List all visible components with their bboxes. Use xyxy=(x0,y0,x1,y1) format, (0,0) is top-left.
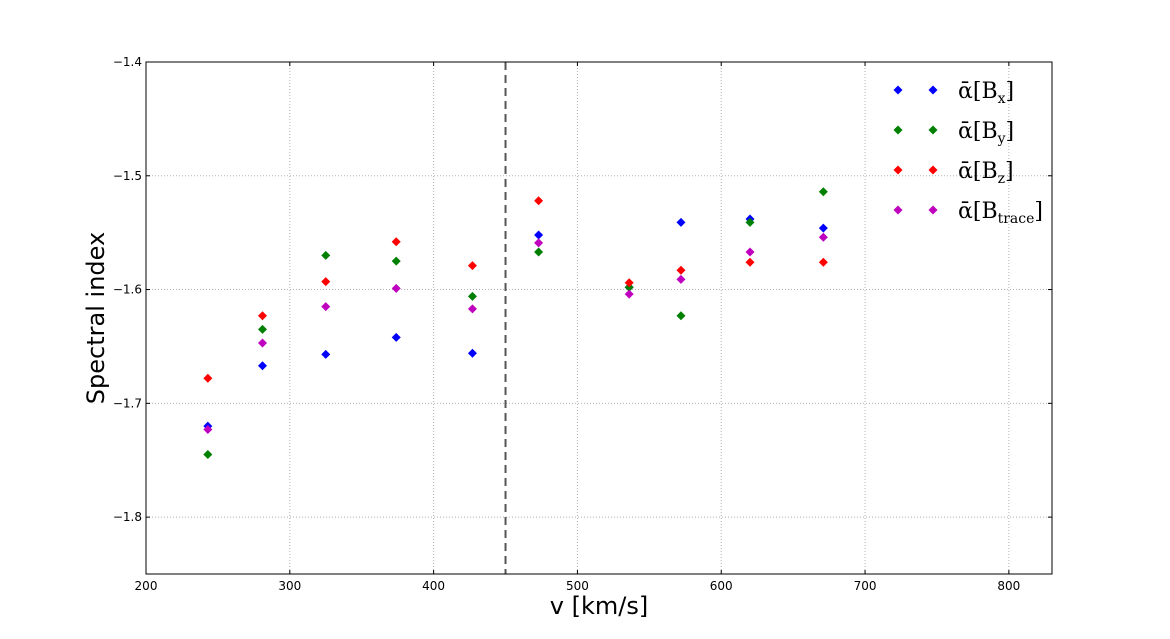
data-point xyxy=(203,450,213,460)
data-point xyxy=(534,238,544,248)
data-point xyxy=(676,265,686,275)
legend-marker xyxy=(928,205,938,215)
data-point xyxy=(676,217,686,227)
data-point xyxy=(467,348,477,358)
data-point xyxy=(391,256,401,266)
data-point xyxy=(534,247,544,257)
data-point xyxy=(203,425,213,435)
legend-marker xyxy=(928,125,938,135)
y-axis-label: Spectral index xyxy=(82,232,110,404)
data-point xyxy=(534,230,544,240)
data-point xyxy=(818,223,828,233)
data-point xyxy=(745,257,755,267)
data-point xyxy=(467,261,477,271)
legend-entry-z: ᾱ[Bz] xyxy=(893,159,1014,187)
data-point xyxy=(391,332,401,342)
data-point xyxy=(203,373,213,383)
data-point xyxy=(321,349,331,359)
data-point xyxy=(321,277,331,287)
legend-marker xyxy=(893,125,903,135)
legend-marker xyxy=(928,85,938,95)
data-point xyxy=(257,311,267,321)
x-tick-label: 200 xyxy=(135,579,158,593)
x-tick-label: 500 xyxy=(566,579,589,593)
data-point xyxy=(818,187,828,197)
data-point xyxy=(745,217,755,227)
legend-label: ᾱ[Bz] xyxy=(958,159,1014,187)
series-x xyxy=(203,214,828,431)
legend-label: ᾱ[Btrace] xyxy=(958,199,1043,227)
series-z xyxy=(203,196,828,383)
legend-marker xyxy=(893,165,903,175)
legend-entry-trace: ᾱ[Btrace] xyxy=(893,199,1043,227)
data-point xyxy=(676,311,686,321)
plot-frame xyxy=(145,61,1053,575)
y-tick-label: −1.4 xyxy=(113,55,142,69)
series-y xyxy=(203,187,828,460)
data-point xyxy=(534,196,544,206)
data-point xyxy=(391,283,401,293)
legend-entry-y: ᾱ[By] xyxy=(893,119,1014,147)
data-point xyxy=(257,338,267,348)
y-tick-label: −1.7 xyxy=(113,396,142,410)
data-point xyxy=(624,289,634,299)
legend-marker xyxy=(893,205,903,215)
y-tick-label: −1.8 xyxy=(113,510,142,524)
legend-label: ᾱ[Bx] xyxy=(958,79,1014,107)
data-point xyxy=(818,232,828,242)
data-point xyxy=(745,247,755,257)
x-tick-label: 300 xyxy=(278,579,301,593)
legend-label: ᾱ[By] xyxy=(958,119,1014,147)
data-point xyxy=(467,304,477,314)
legend: ᾱ[Bx] ᾱ[By] ᾱ[Bz] ᾱ[Btrace] xyxy=(893,79,1043,227)
data-point xyxy=(257,361,267,371)
legend-marker xyxy=(928,165,938,175)
x-tick-label: 600 xyxy=(710,579,733,593)
x-tick-label: 800 xyxy=(997,579,1020,593)
legend-marker xyxy=(893,85,903,95)
data-point xyxy=(467,291,477,301)
data-point xyxy=(676,274,686,284)
data-point xyxy=(624,282,634,292)
data-point xyxy=(321,250,331,260)
ticks: 200 300 400 500 600 700 800 −1.8 −1.7 −1.6 −1.5 −1.… xyxy=(113,55,1052,593)
data-point xyxy=(624,278,634,288)
series-trace xyxy=(203,232,828,435)
grid xyxy=(145,61,1052,574)
data-point xyxy=(257,324,267,334)
y-tick-label: −1.5 xyxy=(113,169,142,183)
x-tick-label: 700 xyxy=(854,579,877,593)
data-point xyxy=(818,257,828,267)
legend-entry-x: ᾱ[Bx] xyxy=(893,79,1014,107)
data-point xyxy=(391,237,401,247)
data-point xyxy=(321,302,331,312)
data-points xyxy=(203,187,828,460)
y-tick-label: −1.6 xyxy=(113,283,142,297)
x-axis-label: v [km/s] xyxy=(550,592,648,620)
x-tick-label: 400 xyxy=(422,579,445,593)
